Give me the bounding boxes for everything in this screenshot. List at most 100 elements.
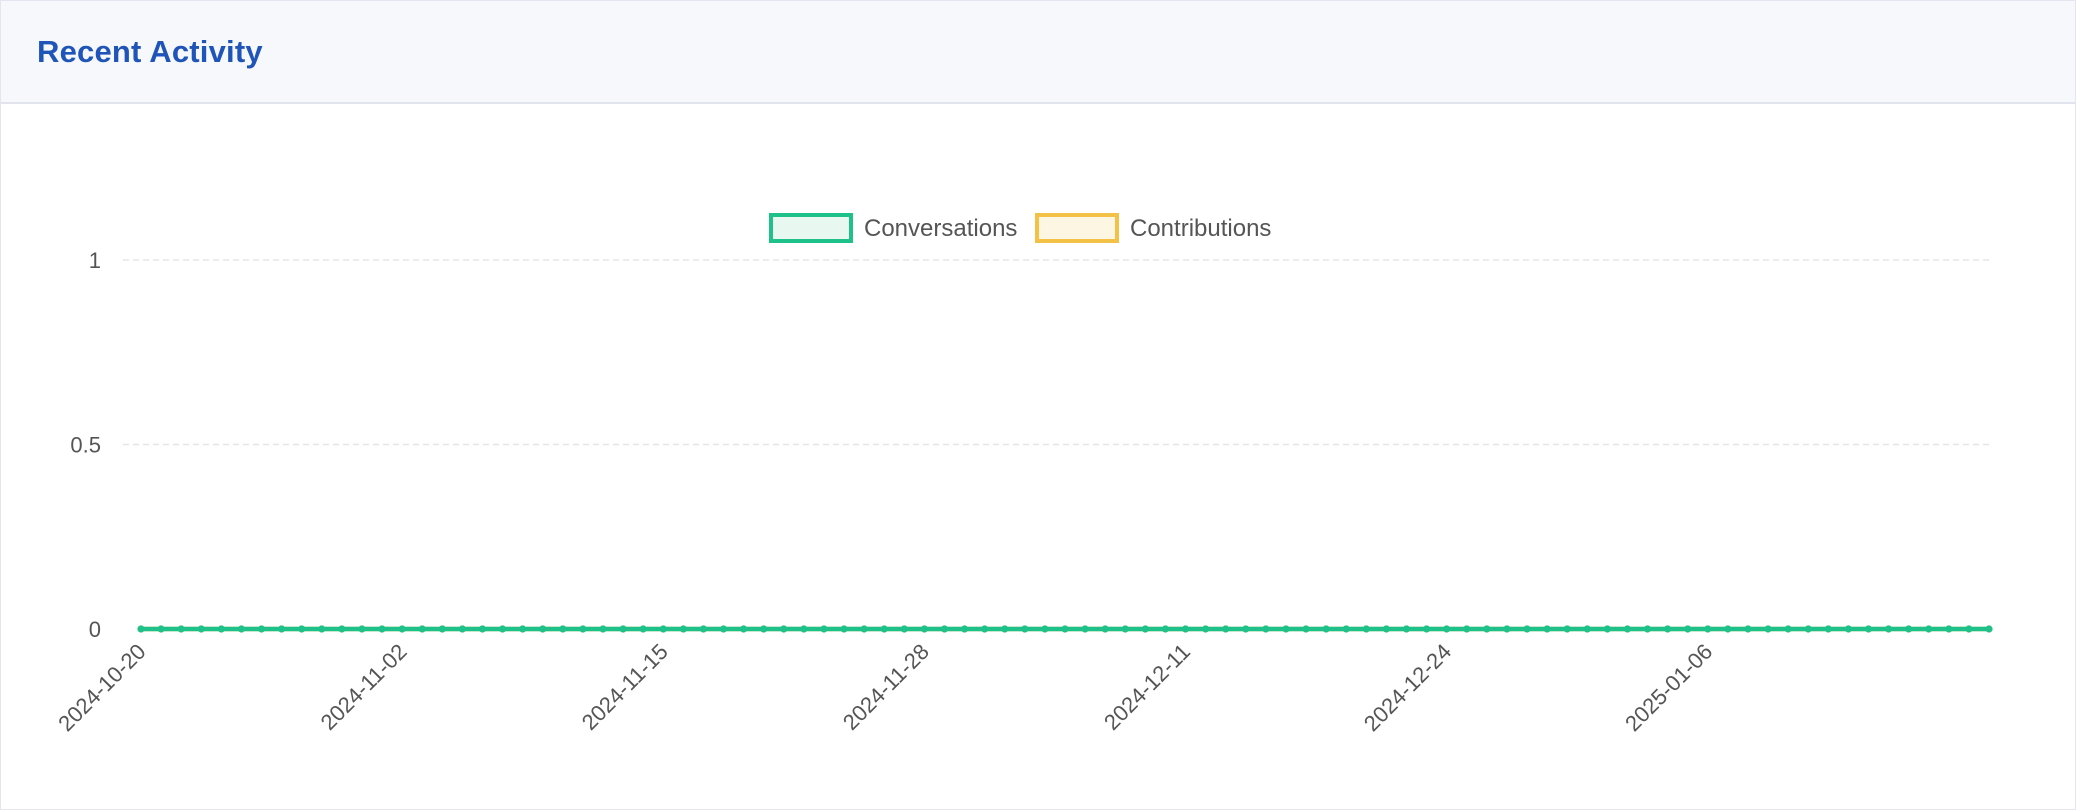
- data-point[interactable]: [981, 625, 989, 633]
- data-point[interactable]: [679, 625, 687, 633]
- data-point[interactable]: [1081, 625, 1089, 633]
- data-point[interactable]: [237, 625, 246, 633]
- data-point[interactable]: [378, 625, 386, 633]
- data-point[interactable]: [177, 625, 185, 633]
- data-point[interactable]: [1503, 625, 1511, 633]
- data-point[interactable]: [1905, 625, 1913, 633]
- legend-item-conversations[interactable]: Conversations: [769, 213, 1017, 243]
- data-point[interactable]: [900, 625, 908, 633]
- data-point[interactable]: [880, 625, 888, 633]
- data-point[interactable]: [1041, 625, 1049, 633]
- data-point[interactable]: [1222, 625, 1230, 633]
- x-tick-label: 2024-10-20: [53, 639, 150, 736]
- data-point[interactable]: [1282, 625, 1290, 633]
- data-point[interactable]: [318, 625, 326, 633]
- data-point[interactable]: [1844, 625, 1852, 633]
- data-point[interactable]: [1664, 625, 1672, 633]
- data-point[interactable]: [740, 625, 748, 633]
- data-point[interactable]: [1402, 625, 1411, 633]
- x-tick-label: 2024-11-15: [577, 639, 673, 735]
- data-point[interactable]: [659, 625, 667, 633]
- data-point[interactable]: [1784, 625, 1792, 633]
- data-point[interactable]: [278, 625, 286, 633]
- data-point[interactable]: [579, 625, 587, 633]
- x-axis-ticks: 2024-10-20 2024-11-02 2024-11-15 2024-11-28…: [53, 639, 1717, 736]
- data-point[interactable]: [1463, 625, 1471, 633]
- data-point[interactable]: [639, 625, 647, 633]
- data-point[interactable]: [1824, 625, 1832, 633]
- data-point[interactable]: [1643, 625, 1652, 633]
- chart-legend[interactable]: Conversations Contributions: [769, 213, 1271, 243]
- data-point[interactable]: [418, 625, 426, 633]
- data-point[interactable]: [478, 625, 487, 633]
- data-point[interactable]: [719, 625, 728, 633]
- data-point[interactable]: [1864, 625, 1873, 633]
- data-point[interactable]: [1945, 625, 1953, 633]
- data-point[interactable]: [1061, 625, 1069, 633]
- data-point[interactable]: [599, 625, 607, 633]
- data-point[interactable]: [257, 625, 266, 633]
- data-point[interactable]: [619, 625, 627, 633]
- data-point[interactable]: [1322, 625, 1330, 633]
- data-point[interactable]: [1443, 625, 1451, 633]
- data-point[interactable]: [1684, 625, 1692, 633]
- data-point[interactable]: [559, 625, 567, 633]
- data-point[interactable]: [1603, 625, 1611, 633]
- data-point[interactable]: [820, 625, 828, 633]
- data-point[interactable]: [1262, 625, 1270, 633]
- data-point[interactable]: [1121, 625, 1129, 633]
- data-point[interactable]: [398, 625, 406, 633]
- data-point[interactable]: [840, 625, 848, 633]
- data-point[interactable]: [338, 625, 346, 633]
- data-point[interactable]: [760, 625, 768, 633]
- data-point[interactable]: [1925, 625, 1933, 633]
- data-point[interactable]: [519, 625, 527, 633]
- data-point[interactable]: [780, 625, 788, 633]
- data-point[interactable]: [358, 625, 366, 633]
- data-point[interactable]: [1884, 625, 1893, 633]
- data-point[interactable]: [1724, 625, 1732, 633]
- data-point[interactable]: [1202, 625, 1210, 633]
- data-point[interactable]: [1181, 625, 1190, 633]
- data-point[interactable]: [1302, 625, 1310, 633]
- data-point[interactable]: [1563, 625, 1571, 633]
- data-point[interactable]: [699, 625, 708, 633]
- data-point[interactable]: [960, 625, 969, 633]
- data-point[interactable]: [1001, 625, 1009, 633]
- data-point[interactable]: [1362, 625, 1370, 633]
- data-point[interactable]: [1623, 625, 1632, 633]
- data-point[interactable]: [920, 625, 928, 633]
- data-point[interactable]: [217, 625, 225, 633]
- data-point[interactable]: [1543, 625, 1551, 633]
- data-point[interactable]: [1704, 625, 1712, 633]
- data-point[interactable]: [157, 625, 165, 633]
- data-point[interactable]: [1161, 625, 1170, 633]
- data-point[interactable]: [1985, 625, 1993, 633]
- data-point[interactable]: [197, 625, 205, 633]
- data-point[interactable]: [1965, 625, 1973, 633]
- data-point[interactable]: [137, 625, 145, 633]
- data-point[interactable]: [458, 625, 466, 633]
- y-tick-label: 0.5: [70, 433, 101, 458]
- data-point[interactable]: [940, 625, 949, 633]
- data-point[interactable]: [539, 625, 547, 633]
- data-point[interactable]: [1483, 625, 1491, 633]
- data-point[interactable]: [298, 625, 306, 633]
- data-point[interactable]: [1242, 625, 1250, 633]
- data-point[interactable]: [1583, 625, 1591, 633]
- data-point[interactable]: [1523, 625, 1531, 633]
- data-point[interactable]: [860, 625, 868, 633]
- data-point[interactable]: [1764, 625, 1772, 633]
- data-point[interactable]: [1422, 625, 1431, 633]
- legend-item-contributions[interactable]: Contributions: [1035, 213, 1271, 243]
- data-point[interactable]: [438, 625, 446, 633]
- data-point[interactable]: [1382, 625, 1390, 633]
- data-point[interactable]: [1141, 625, 1149, 633]
- data-point[interactable]: [800, 625, 808, 633]
- data-point[interactable]: [1021, 625, 1029, 633]
- data-point[interactable]: [498, 625, 507, 633]
- data-point[interactable]: [1744, 625, 1752, 633]
- data-point[interactable]: [1342, 625, 1350, 633]
- data-point[interactable]: [1101, 625, 1109, 633]
- data-point[interactable]: [1804, 625, 1812, 633]
